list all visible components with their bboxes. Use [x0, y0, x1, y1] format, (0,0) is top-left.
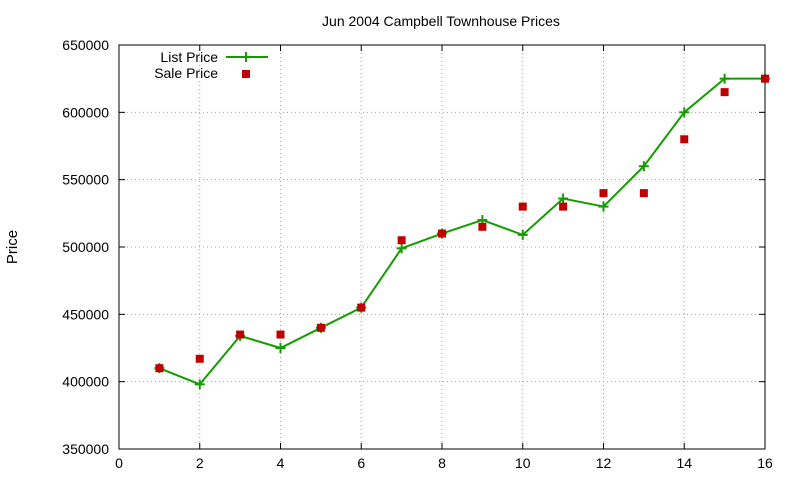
list-price-point: [517, 229, 528, 240]
list-price-point: [598, 201, 609, 212]
chart-title: Jun 2004 Campbell Townhouse Prices: [322, 13, 560, 29]
x-tick-label: 6: [357, 455, 365, 471]
y-axis-title: Price: [4, 230, 21, 264]
sale-price-point: [195, 354, 204, 363]
y-tick-label: 650000: [62, 37, 109, 53]
legend-item-sale-price: Sale Price: [154, 65, 250, 81]
list-price-line: [159, 77, 765, 386]
y-tick-label: 450000: [62, 306, 109, 322]
legend-label: List Price: [160, 49, 218, 65]
legend-label: Sale Price: [154, 65, 218, 81]
y-tick-label: 600000: [62, 104, 109, 120]
sale-price-point: [236, 330, 245, 339]
series-sale-price: [155, 74, 769, 373]
axis-ticks: 0 2 4 6 8 10 12 14 16 350000 400000 450000 500000 550…: [62, 37, 773, 471]
x-tick-label: 2: [196, 455, 204, 471]
sale-price-point: [155, 364, 164, 373]
x-tick-label: 10: [515, 455, 531, 471]
sale-price-point: [357, 303, 366, 312]
list-price-point: [679, 107, 690, 118]
y-tick-label: 350000: [62, 441, 109, 457]
x-tick-label: 0: [115, 455, 123, 471]
legend-item-list-price: List Price: [160, 49, 268, 65]
x-tick-label: 8: [438, 455, 446, 471]
sale-price-point: [639, 189, 648, 198]
sale-price-point: [438, 229, 446, 238]
sale-price-point: [397, 236, 406, 245]
x-tick-label: 12: [596, 455, 612, 471]
sale-price-point: [316, 323, 325, 332]
sale-price-point: [720, 88, 729, 97]
x-tick-label: 4: [277, 455, 285, 471]
sale-price-point: [680, 135, 689, 144]
series-list-price: [154, 73, 770, 390]
list-price-point: [558, 193, 569, 204]
y-tick-label: 500000: [62, 239, 109, 255]
list-price-point: [194, 379, 205, 390]
sale-price-point: [559, 202, 568, 211]
list-price-point: [275, 343, 286, 353]
series-layer: [154, 73, 770, 390]
list-price-point: [638, 161, 649, 172]
legend-marker: [242, 70, 250, 78]
sale-price-point: [599, 189, 608, 198]
sale-price-point: [761, 74, 769, 83]
legend-marker: [241, 52, 251, 62]
sale-price-point: [478, 222, 487, 231]
list-price-point: [396, 243, 407, 254]
y-tick-label: 400000: [62, 374, 109, 390]
x-tick-label: 16: [757, 455, 773, 471]
x-tick-label: 14: [676, 455, 692, 471]
sale-price-point: [276, 330, 285, 339]
sale-price-point: [518, 202, 527, 211]
y-tick-label: 550000: [62, 172, 109, 188]
list-price-point: [719, 73, 730, 84]
grid-lines: [119, 45, 765, 449]
